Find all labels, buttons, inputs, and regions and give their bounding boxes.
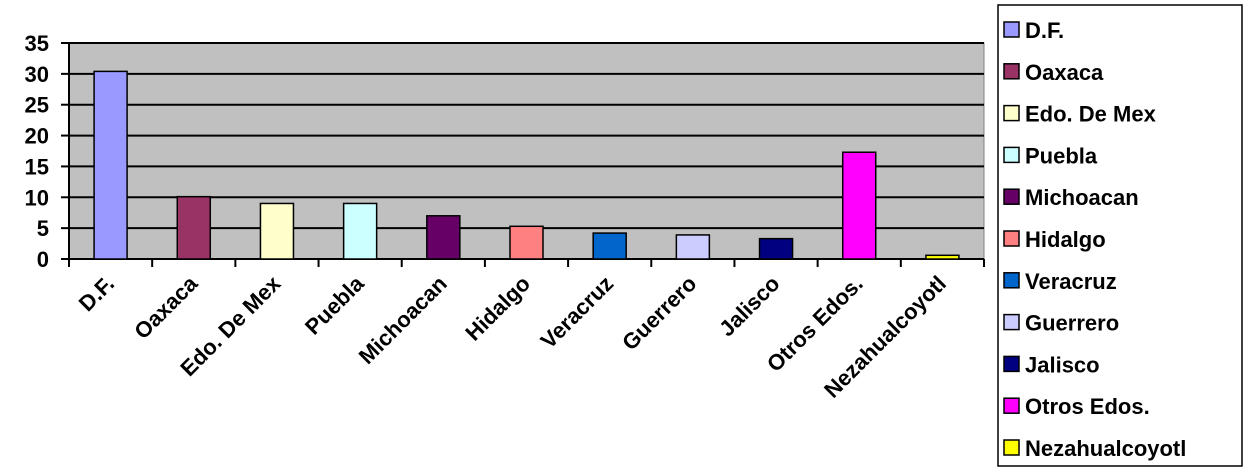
legend-box: [997, 4, 1243, 467]
gridlines: [69, 42, 984, 230]
bar: [93, 70, 128, 260]
y-tick-label: 10: [25, 185, 49, 210]
y-axis: 0 5 10 15 20 25 30 35: [25, 31, 69, 272]
y-tick-label: 20: [25, 124, 49, 149]
x-tick-label: Puebla: [300, 270, 369, 339]
bar: [342, 202, 378, 260]
bar: [426, 215, 461, 260]
legend-swatch: [1003, 313, 1020, 331]
legend-swatch: [1003, 21, 1020, 38]
x-tick-label: Veracruz: [536, 271, 619, 354]
legend-swatch: [1003, 439, 1020, 456]
y-tick-label: 15: [25, 154, 49, 179]
legend-label: Jalisco: [1025, 352, 1100, 377]
y-tick-label: 25: [25, 93, 49, 118]
bar: [841, 151, 877, 260]
x-tick-label: Oaxaca: [129, 270, 203, 344]
bars: [93, 70, 960, 260]
legend-swatch: [1003, 63, 1020, 80]
x-tick-label: D.F.: [74, 271, 119, 316]
legend-label: Nezahualcoyotl: [1025, 436, 1186, 461]
legend-swatch: [1003, 397, 1020, 414]
y-tick-label: 0: [37, 247, 49, 272]
x-tick-label: Jalisco: [714, 271, 784, 341]
bar: [509, 225, 544, 260]
y-tick-label: 30: [25, 62, 49, 87]
plot-area: [68, 42, 985, 260]
x-tick-label: Michoacan: [354, 271, 452, 369]
legend-swatch: [1003, 104, 1020, 122]
bar: [925, 254, 960, 260]
legend-swatch: [1003, 355, 1020, 373]
bar: [592, 232, 627, 260]
x-tick-label: Hidalgo: [460, 271, 535, 346]
legend-label: Otros Edos.: [1025, 394, 1150, 419]
legend: D.F. Oaxaca Edo. De Mex Puebla Michoacan Hida…: [997, 4, 1243, 467]
legend-label: Hidalgo: [1025, 227, 1106, 252]
legend-label: Michoacan: [1025, 185, 1139, 210]
bar: [758, 237, 794, 260]
legend-label: Guerrero: [1025, 311, 1119, 336]
legend-swatch: [1003, 230, 1020, 247]
legend-swatch: [1003, 146, 1020, 164]
legend-label: D.F.: [1025, 18, 1064, 43]
y-tick-label: 5: [37, 216, 49, 241]
legend-label: Puebla: [1025, 143, 1098, 168]
y-tick-label: 35: [25, 31, 49, 56]
x-tick-label: Guerrero: [617, 271, 701, 355]
bar: [675, 234, 711, 260]
legend-label: Edo. De Mex: [1025, 102, 1157, 127]
legend-swatch: [1003, 272, 1020, 289]
bar: [176, 195, 212, 260]
legend-label: Oaxaca: [1025, 60, 1104, 85]
legend-swatch: [1003, 188, 1020, 205]
legend-label: Veracruz: [1025, 269, 1117, 294]
bar: [259, 202, 295, 260]
